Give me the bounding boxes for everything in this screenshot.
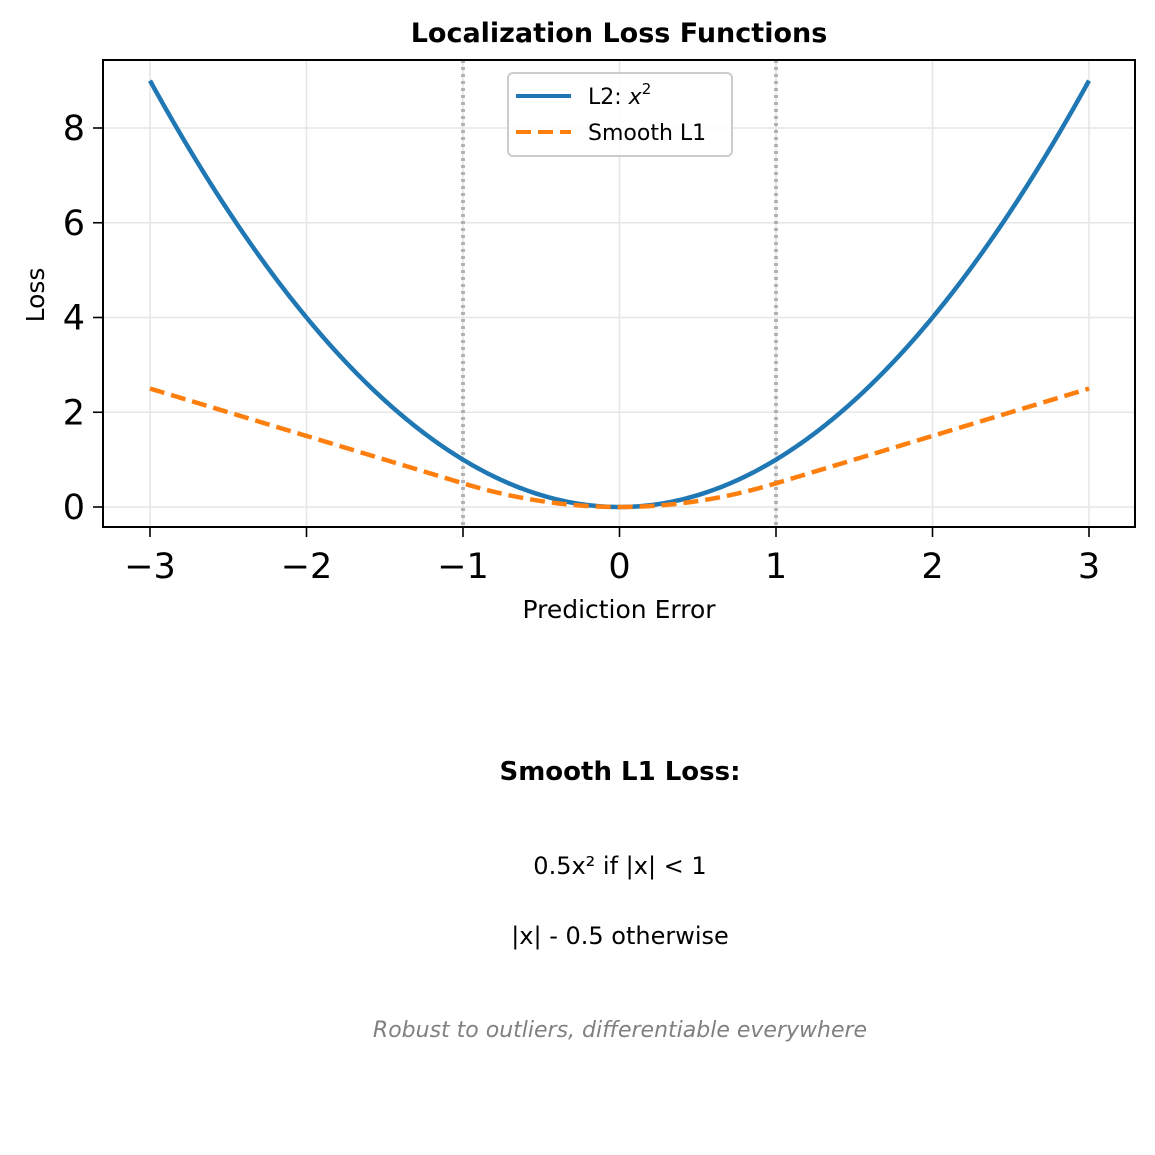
legend-box [507, 72, 733, 157]
chart-title: Localization Loss Functions [411, 18, 828, 49]
legend: L2: x2 Smooth L1 [507, 72, 733, 157]
legend-label-l2-sup: 2 [642, 80, 652, 98]
chart: −3 −2 −1 0 1 2 3 0 2 4 6 8 Localization Loss Funct… [21, 18, 1136, 624]
x-tick-label: −3 [124, 547, 176, 587]
x-axis-ticks: −3 −2 −1 0 1 2 3 [124, 527, 1100, 587]
x-tick-label: 0 [608, 547, 630, 587]
legend-label-l2: L2: x2 [588, 80, 651, 110]
threshold-lines [461, 60, 778, 527]
formula-line-1: 0.5x² if |x| < 1 [533, 852, 707, 880]
x-tick-label: 2 [921, 547, 943, 587]
y-tick-label: 0 [63, 488, 85, 528]
annotation-note: Robust to outliers, differentiable every… [372, 1018, 868, 1043]
legend-label-l2-text: L2: [588, 85, 629, 110]
legend-label-smooth-l1: Smooth L1 [588, 121, 706, 146]
series-line-smooth-l1 [149, 386, 1090, 510]
y-tick-label: 6 [63, 204, 85, 244]
x-tick-label: 3 [1078, 547, 1100, 587]
y-tick-label: 4 [63, 299, 85, 339]
x-tick-label: 1 [765, 547, 787, 587]
x-tick-label: −2 [281, 547, 333, 587]
series-lines [148, 79, 1091, 510]
x-tick-label: −1 [437, 547, 489, 587]
y-axis-ticks: 0 2 4 6 8 [63, 109, 103, 528]
y-axis-label: Loss [21, 268, 50, 323]
legend-label-l2-math: x [628, 85, 643, 110]
annotation-title: Smooth L1 Loss: [499, 757, 741, 787]
y-tick-label: 2 [63, 393, 85, 433]
x-axis-label: Prediction Error [522, 595, 716, 624]
y-tick-label: 8 [63, 109, 85, 149]
formula-line-2: |x| - 0.5 otherwise [511, 922, 729, 950]
